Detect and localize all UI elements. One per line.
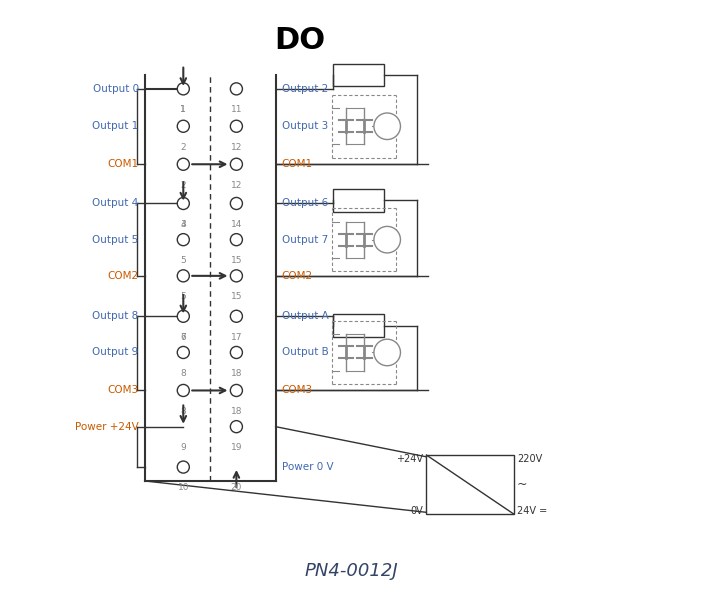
Circle shape [230, 384, 242, 396]
Text: Output 0: Output 0 [93, 84, 139, 94]
Circle shape [178, 461, 190, 473]
Text: ~: ~ [517, 478, 527, 491]
Circle shape [178, 384, 190, 396]
Circle shape [178, 234, 190, 245]
Text: 24V =: 24V = [517, 505, 547, 516]
Text: 8: 8 [180, 407, 186, 416]
Text: 15: 15 [231, 292, 242, 301]
Text: Output B: Output B [282, 347, 329, 358]
Circle shape [230, 158, 242, 170]
Text: Power 0 V: Power 0 V [282, 462, 333, 472]
Text: 1: 1 [180, 105, 186, 114]
Text: Output 8: Output 8 [93, 311, 139, 321]
Text: COM3: COM3 [282, 385, 313, 396]
Text: Power +24V: Power +24V [75, 422, 139, 431]
Circle shape [230, 347, 242, 359]
Text: 20: 20 [231, 484, 242, 492]
Text: COM3: COM3 [107, 385, 139, 396]
Bar [333, 315, 384, 338]
Text: COM1: COM1 [107, 159, 139, 169]
Text: Output 4: Output 4 [93, 199, 139, 208]
Text: Output 1: Output 1 [93, 121, 139, 132]
Circle shape [178, 270, 190, 282]
Text: Output 6: Output 6 [282, 199, 328, 208]
Text: 11: 11 [231, 105, 242, 114]
Text: COM2: COM2 [107, 271, 139, 281]
Text: 12: 12 [231, 142, 242, 152]
Text: 5: 5 [180, 292, 186, 301]
Circle shape [230, 198, 242, 210]
Circle shape [374, 227, 400, 253]
Circle shape [230, 270, 242, 282]
Text: 9: 9 [180, 443, 186, 452]
Text: 220V: 220V [517, 454, 542, 464]
Text: 18: 18 [231, 407, 242, 416]
Text: Output 7: Output 7 [282, 235, 328, 245]
Circle shape [374, 113, 400, 139]
Text: 12: 12 [231, 181, 242, 190]
Circle shape [230, 83, 242, 95]
Circle shape [178, 347, 190, 359]
Text: DO: DO [274, 26, 325, 55]
Bar [333, 64, 384, 87]
Text: 5: 5 [180, 256, 186, 265]
Text: 7: 7 [180, 333, 186, 342]
Text: 14: 14 [231, 220, 242, 228]
Circle shape [178, 83, 190, 95]
Circle shape [230, 421, 242, 433]
Circle shape [178, 158, 190, 170]
Text: PN4-0012J: PN4-0012J [304, 562, 398, 581]
Text: 1: 1 [180, 105, 186, 114]
Text: 17: 17 [231, 333, 242, 342]
Text: Output 3: Output 3 [282, 121, 328, 132]
Text: 10: 10 [178, 484, 189, 492]
Circle shape [230, 310, 242, 322]
Text: Output 9: Output 9 [93, 347, 139, 358]
Text: 15: 15 [231, 256, 242, 265]
Text: +24V: +24V [397, 454, 423, 464]
Text: 18: 18 [231, 369, 242, 378]
Text: Output 2: Output 2 [282, 84, 328, 94]
Text: 0V: 0V [411, 505, 423, 516]
Text: 2: 2 [180, 181, 186, 190]
Circle shape [230, 234, 242, 245]
Circle shape [178, 198, 190, 210]
Text: 2: 2 [180, 142, 186, 152]
Bar [333, 189, 384, 212]
Text: 8: 8 [180, 369, 186, 378]
Bar [426, 455, 514, 514]
Text: Output A: Output A [282, 311, 329, 321]
Circle shape [178, 310, 190, 322]
Text: COM1: COM1 [282, 159, 313, 169]
Text: 4: 4 [180, 220, 186, 228]
Text: 19: 19 [231, 443, 242, 452]
Text: Output 5: Output 5 [93, 235, 139, 245]
Text: 6: 6 [180, 333, 186, 342]
Text: COM2: COM2 [282, 271, 313, 281]
Circle shape [230, 120, 242, 132]
Text: 3: 3 [180, 220, 186, 228]
Circle shape [374, 339, 400, 366]
Circle shape [178, 120, 190, 132]
